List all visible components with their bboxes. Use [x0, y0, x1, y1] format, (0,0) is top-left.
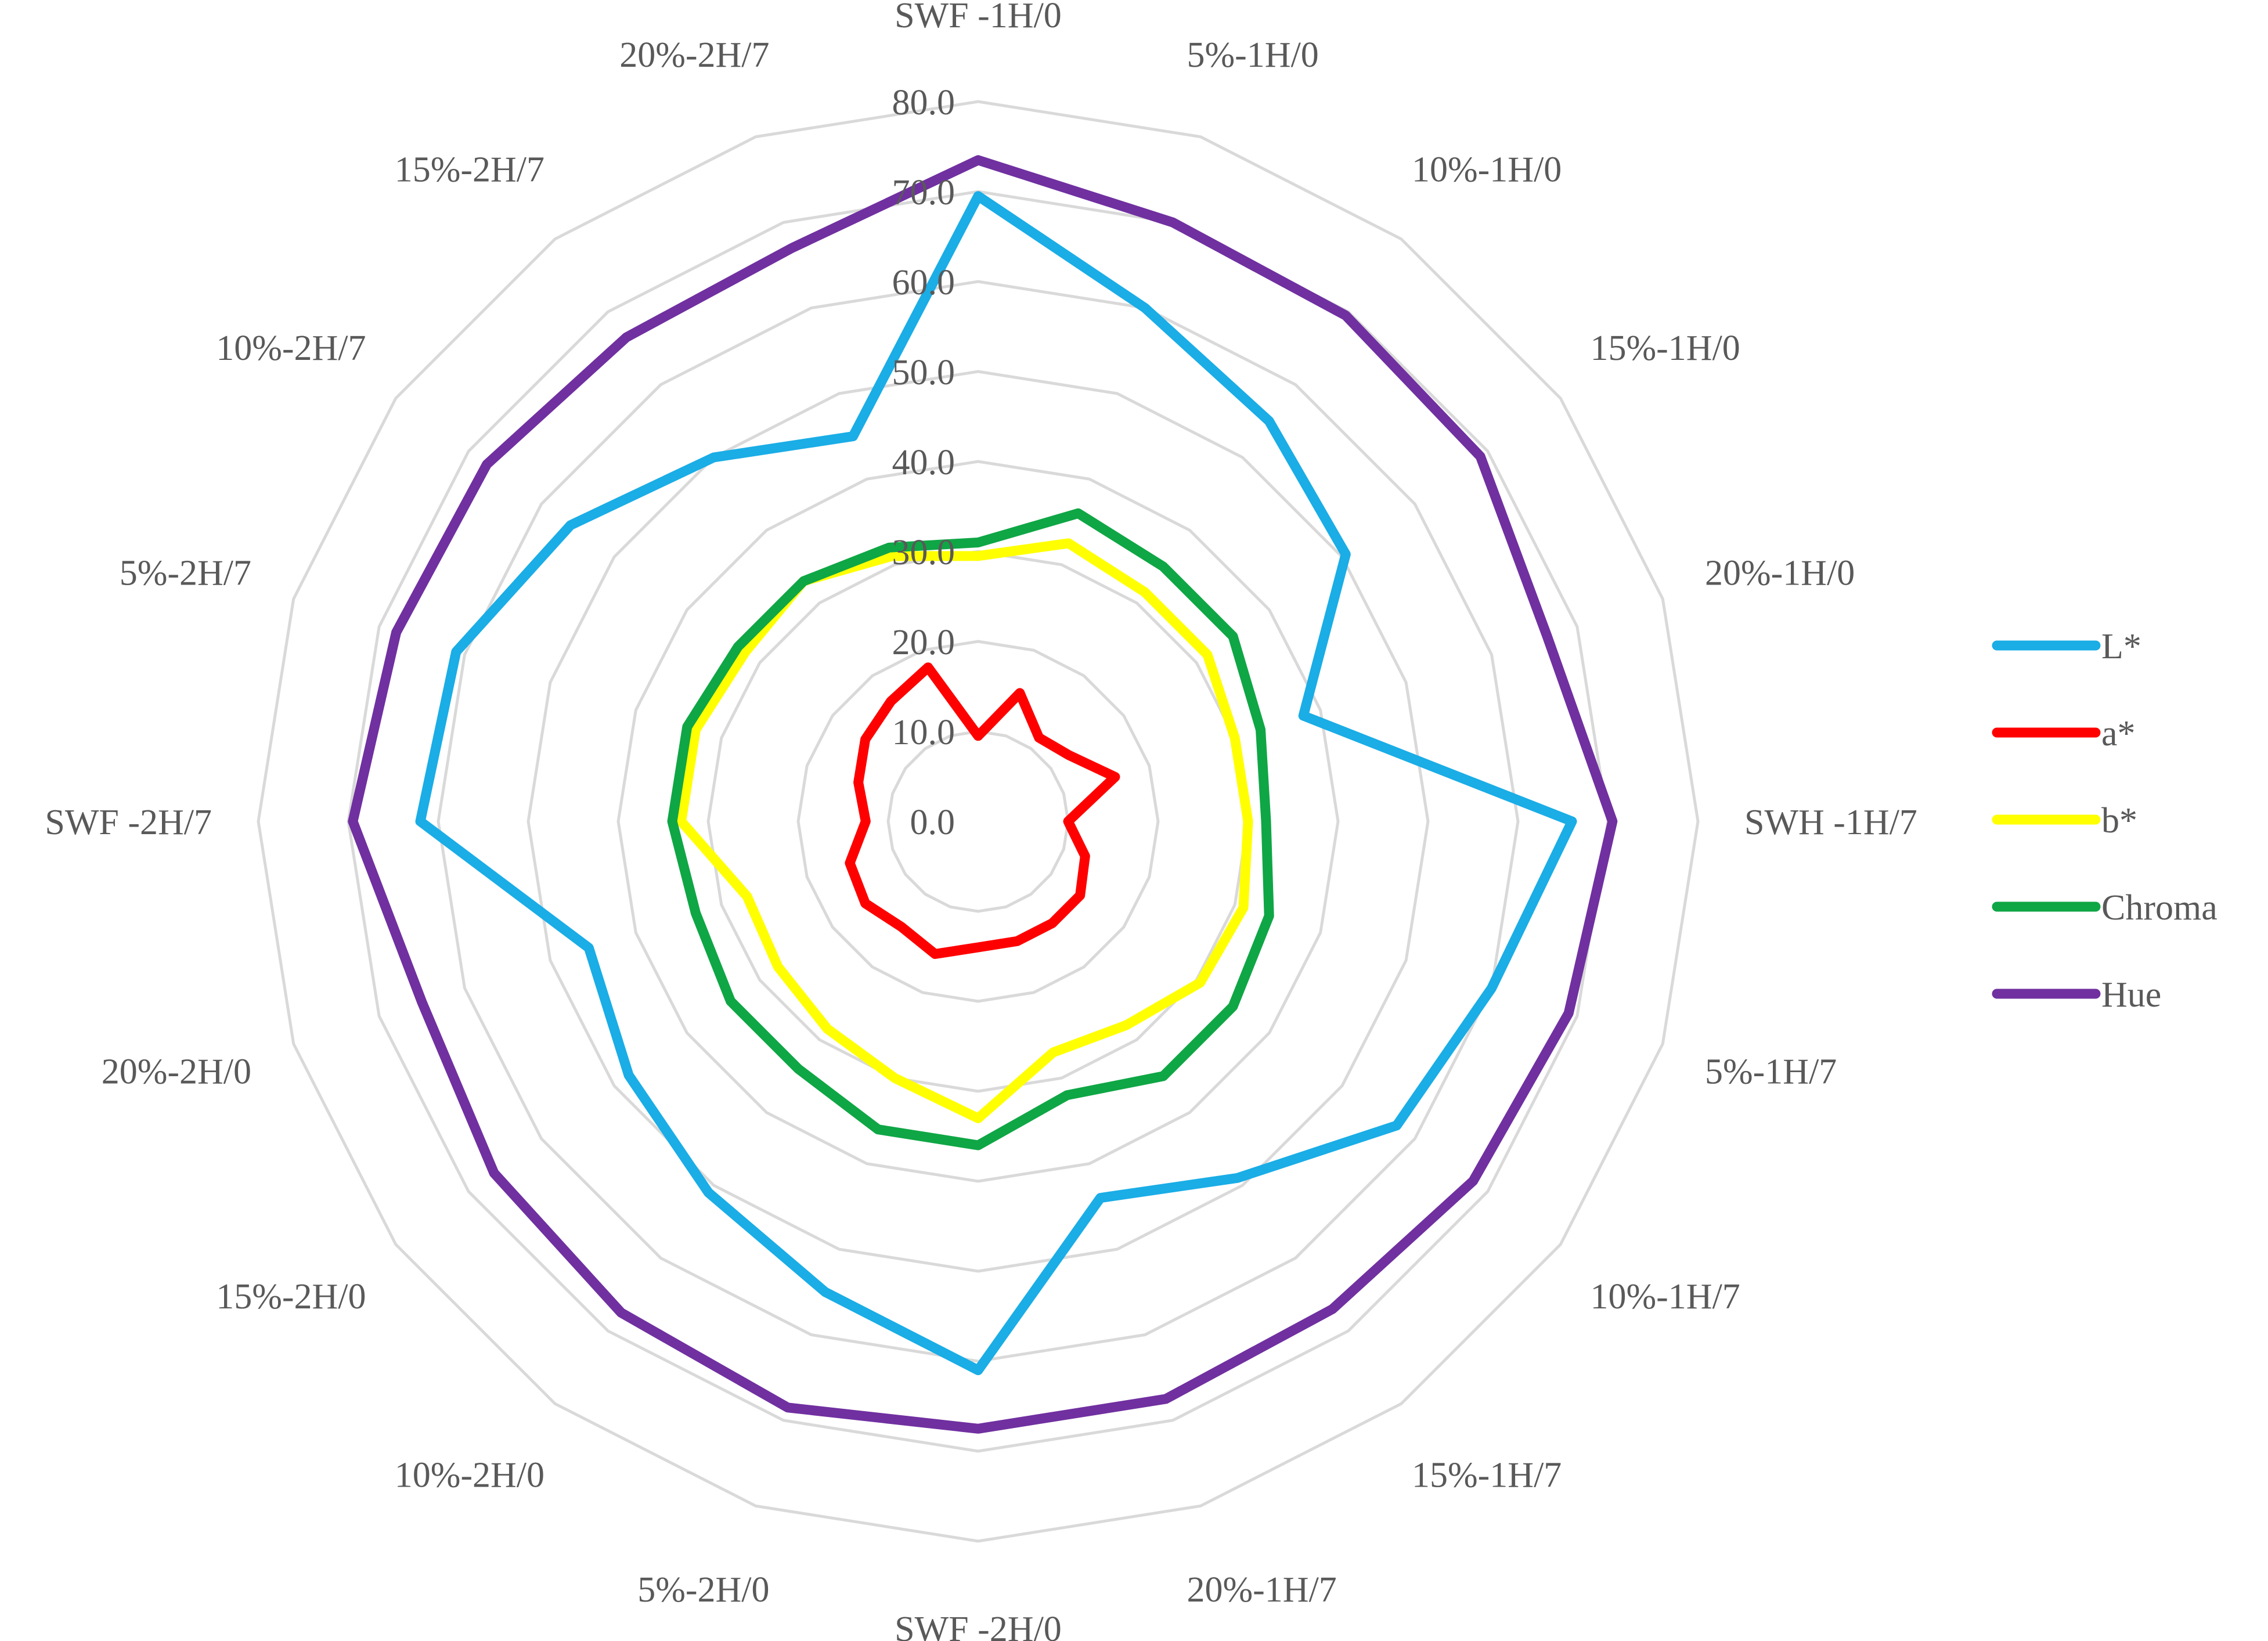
series-line-l [415, 191, 1577, 1375]
category-label: 20%-2H/0 [102, 1052, 251, 1092]
radial-tick-label: 50.0 [892, 353, 955, 392]
category-label: 20%-2H/7 [619, 35, 769, 75]
category-label: 10%-1H/0 [1412, 150, 1562, 190]
radial-tick-label: 60.0 [892, 263, 955, 302]
legend-label: a* [2101, 714, 2136, 753]
category-label: 15%-1H/0 [1591, 329, 1740, 368]
radial-tick-label: 10.0 [892, 713, 955, 752]
legend: L* a* b* Chroma Hue [1992, 627, 2217, 1015]
category-label: 10%-1H/7 [1591, 1277, 1740, 1317]
grid-ring [706, 550, 1250, 1093]
category-labels: SWF -1H/0 5%-1H/0 10%-1H/0 15%-1H/0 20%-1H/0… [45, 0, 1917, 1641]
category-label: 5%-1H/7 [1705, 1052, 1837, 1092]
grid-ring [796, 640, 1160, 1003]
legend-label: Hue [2101, 975, 2161, 1015]
radar-grid [257, 100, 1700, 1543]
series-line-chroma [667, 508, 1274, 1150]
grid-ring [257, 100, 1700, 1543]
category-label: 20%-1H/7 [1187, 1570, 1337, 1610]
category-label: 15%-1H/7 [1412, 1456, 1562, 1495]
category-label: 15%-2H/7 [395, 150, 545, 190]
category-label: 5%-1H/0 [1187, 35, 1319, 75]
category-label: 5%-2H/0 [637, 1570, 769, 1610]
radial-tick-label: 40.0 [892, 443, 955, 482]
category-label: SWF -1H/0 [895, 0, 1062, 35]
radar-series [348, 155, 1618, 1434]
radial-tick-label: 30.0 [892, 533, 955, 572]
category-label: SWH -1H/7 [1744, 803, 1917, 842]
category-label: 5%-2H/7 [120, 554, 251, 593]
grid-ring [616, 460, 1340, 1183]
category-label: 10%-2H/0 [395, 1456, 545, 1495]
category-label: 10%-2H/7 [216, 329, 366, 368]
grid-ring [437, 280, 1520, 1363]
category-label: SWF -2H/7 [45, 803, 212, 842]
series-line-a [845, 662, 1120, 959]
grid-ring [527, 370, 1430, 1273]
legend-label: L* [2101, 627, 2141, 666]
category-label: 15%-2H/0 [216, 1277, 366, 1317]
legend-label: Chroma [2101, 888, 2217, 928]
radial-tick-label: 20.0 [892, 623, 955, 662]
series-line-hue [348, 155, 1618, 1434]
radial-tick-label: 0.0 [910, 803, 955, 842]
radial-tick-labels: 0.0 10.0 20.0 30.0 40.0 50.0 60.0 70.0 80.0 [892, 83, 955, 842]
category-label: SWF -2H/0 [895, 1610, 1062, 1641]
radial-tick-label: 70.0 [892, 173, 955, 212]
series-line-b [676, 538, 1253, 1123]
grid-ring [886, 730, 1070, 913]
legend-label: b* [2101, 801, 2137, 841]
grid-ring [347, 190, 1610, 1453]
radial-tick-label: 80.0 [892, 83, 955, 122]
category-label: 20%-1H/0 [1705, 554, 1855, 593]
